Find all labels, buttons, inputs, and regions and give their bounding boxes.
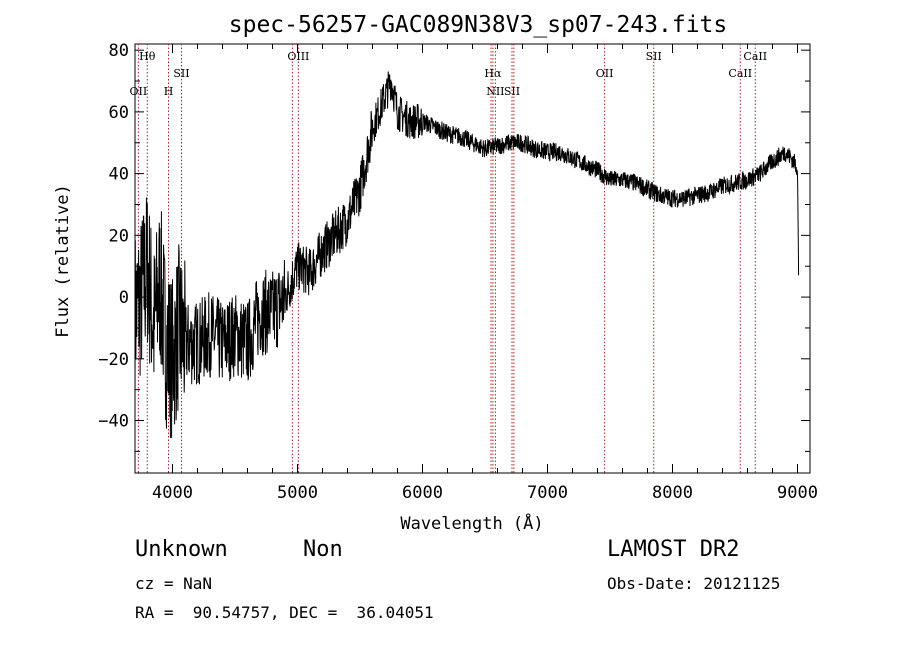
- x-tick-label: 7000: [527, 483, 568, 503]
- y-tick-label: −20: [98, 350, 129, 370]
- emission-line-label: Hα: [484, 67, 502, 80]
- y-tick-label: 60: [109, 103, 129, 123]
- y-tick-label: 0: [119, 288, 129, 308]
- object-subclass: Non: [303, 537, 343, 562]
- y-tick-label: 80: [109, 41, 129, 61]
- y-axis-label: Flux (relative): [53, 184, 73, 338]
- emission-line-label: SII: [173, 67, 189, 80]
- emission-line-label: CaII: [728, 67, 752, 80]
- emission-line-label: OII: [596, 67, 614, 80]
- object-class: Unknown: [135, 537, 228, 562]
- emission-line-label: SII: [646, 50, 662, 63]
- emission-line-label: NII: [486, 85, 504, 98]
- x-tick-label: 9000: [777, 483, 818, 503]
- x-axis-label: Wavelength (Å): [400, 512, 543, 534]
- spectrum-line: [134, 71, 800, 439]
- emission-line-label: OII: [130, 85, 148, 98]
- redshift-cz: cz = NaN: [135, 574, 213, 593]
- survey-name: LAMOST DR2: [607, 537, 740, 562]
- observation-date: Obs-Date: 20121125: [607, 574, 781, 593]
- x-tick-label: 8000: [652, 483, 693, 503]
- x-tick-label: 6000: [402, 483, 443, 503]
- ra-dec: RA = 90.54757, DEC = 36.04051: [135, 603, 434, 622]
- y-tick-label: 20: [109, 226, 129, 246]
- emission-line-label: CaII: [743, 50, 767, 63]
- plot-frame: [134, 43, 811, 474]
- axes: 4000 5000 6000 7000 8000 9000 −40 −20 0 20 40 60 80: [98, 41, 818, 503]
- y-tick-label: −40: [98, 412, 129, 432]
- emission-line-label: H: [164, 85, 174, 98]
- emission-line-label: Hθ: [139, 50, 156, 63]
- emission-line-label: SII: [504, 85, 520, 98]
- chart-title: spec-56257-GAC089N38V3_sp07-243.fits: [229, 12, 728, 38]
- y-tick-label: 40: [109, 165, 129, 185]
- emission-line-label: OIII: [287, 50, 309, 63]
- x-tick-label: 4000: [152, 483, 193, 503]
- x-tick-label: 5000: [277, 483, 318, 503]
